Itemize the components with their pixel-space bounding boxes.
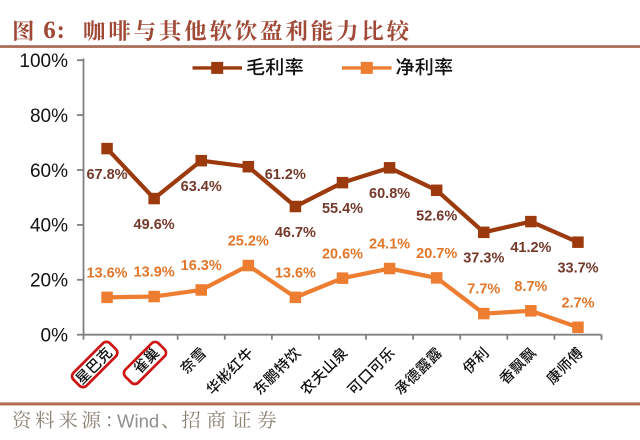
svg-text:61.2%: 61.2%	[265, 167, 306, 183]
svg-text:41.2%: 41.2%	[510, 240, 551, 256]
svg-text:0%: 0%	[41, 326, 69, 347]
svg-text:2.7%: 2.7%	[561, 295, 594, 311]
svg-text:55.4%: 55.4%	[322, 201, 363, 217]
svg-text:20%: 20%	[30, 271, 68, 292]
svg-text:60%: 60%	[30, 161, 68, 182]
svg-text:37.3%: 37.3%	[463, 251, 504, 267]
svg-text:40%: 40%	[30, 216, 68, 237]
svg-text:13.9%: 13.9%	[134, 265, 175, 281]
svg-text:63.4%: 63.4%	[181, 179, 222, 195]
svg-text:13.6%: 13.6%	[275, 266, 316, 282]
svg-text:16.3%: 16.3%	[181, 258, 222, 274]
svg-text:20.7%: 20.7%	[416, 246, 457, 262]
svg-text:25.2%: 25.2%	[228, 234, 269, 250]
svg-text:46.7%: 46.7%	[275, 225, 316, 241]
svg-text:13.6%: 13.6%	[86, 266, 127, 282]
svg-text:100%: 100%	[19, 51, 68, 72]
svg-text:7.7%: 7.7%	[467, 282, 500, 298]
svg-text:6:: 6:	[43, 17, 65, 44]
svg-text:60.8%: 60.8%	[369, 186, 410, 202]
svg-text:80%: 80%	[30, 106, 68, 127]
svg-text:Wind: Wind	[117, 410, 159, 431]
svg-text:8.7%: 8.7%	[514, 279, 547, 295]
svg-text:67.8%: 67.8%	[86, 167, 127, 183]
svg-text:52.6%: 52.6%	[416, 209, 457, 225]
svg-text:24.1%: 24.1%	[369, 237, 410, 253]
svg-text:49.6%: 49.6%	[134, 217, 175, 233]
svg-text:33.7%: 33.7%	[557, 261, 598, 277]
svg-text:20.6%: 20.6%	[322, 246, 363, 262]
